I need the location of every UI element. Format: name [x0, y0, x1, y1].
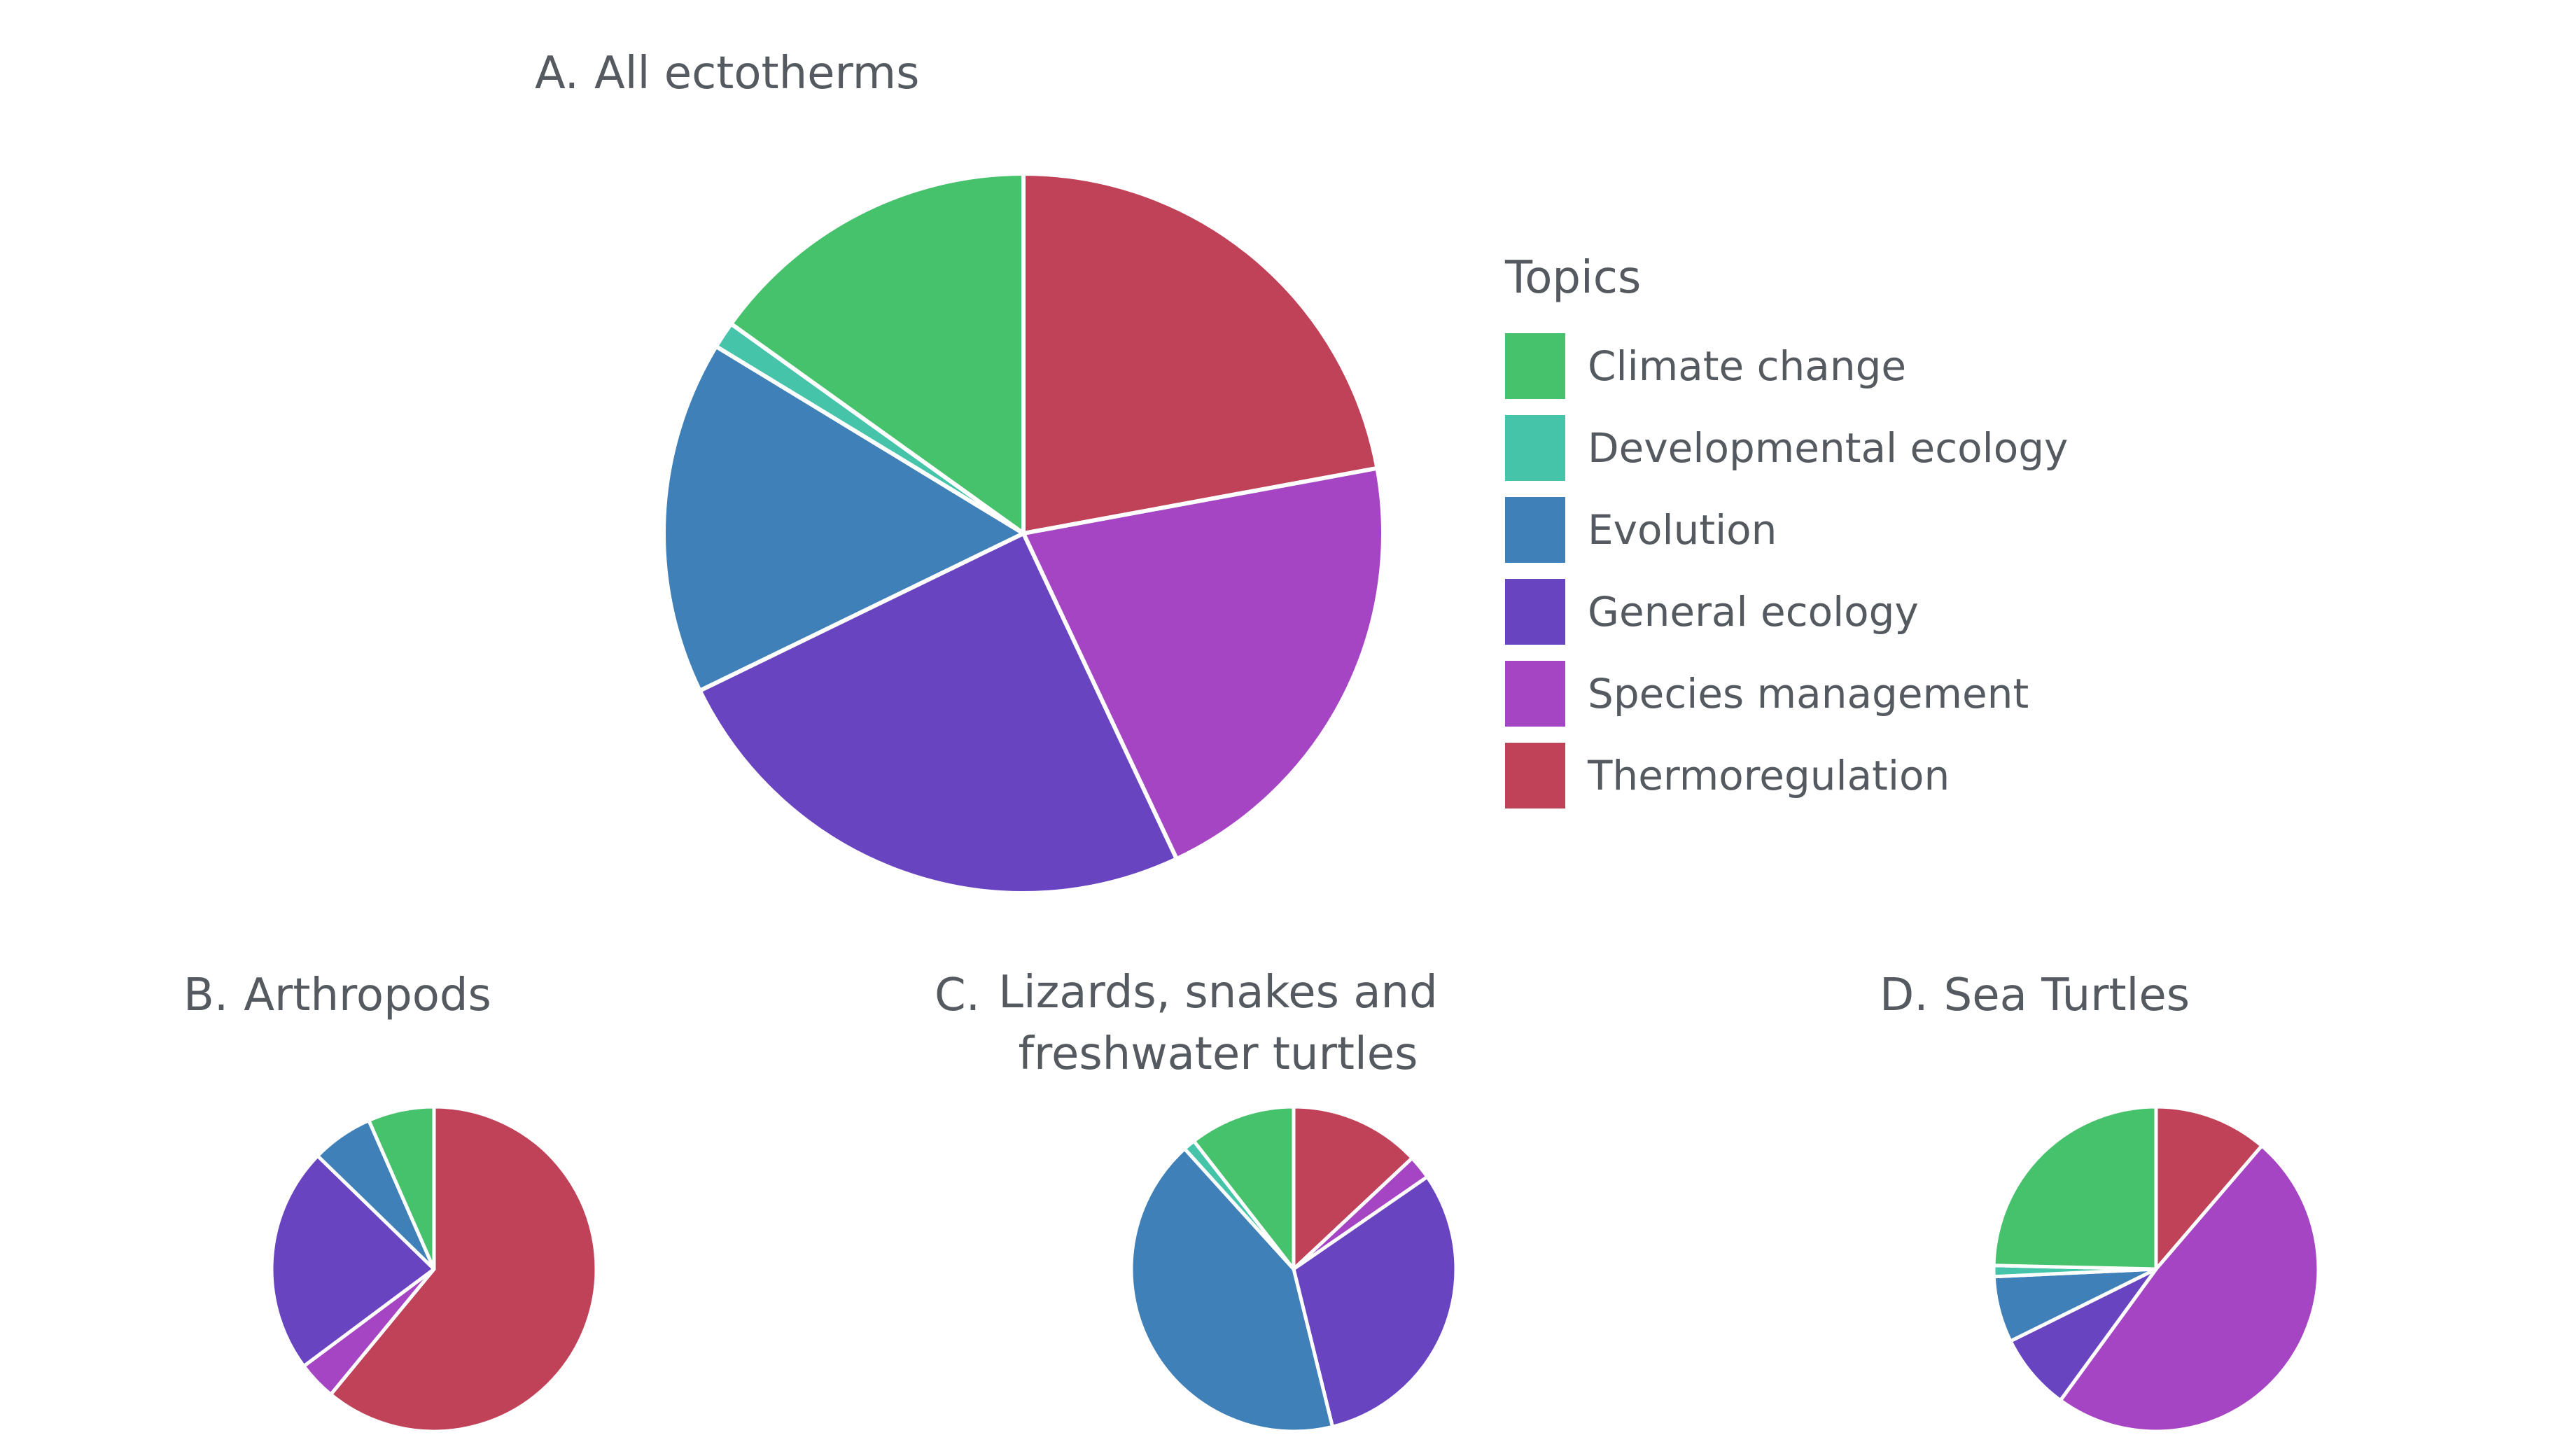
legend-swatch: [1505, 578, 1565, 645]
chart-a-prefix: A.: [535, 48, 579, 99]
pie-b: [270, 1105, 599, 1434]
legend-label: Species management: [1588, 669, 2029, 718]
legend-title: Topics: [1505, 252, 1642, 304]
legend-swatch: [1505, 496, 1565, 563]
legend-item: Thermoregulation: [1505, 734, 2068, 816]
pie-slice-thermoregulation: [2154, 1105, 2264, 1271]
chart-a-title: A. All ectotherms: [535, 48, 919, 99]
legend-item: Climate change: [1505, 325, 2068, 407]
chart-b-title-text: Arthropods: [244, 969, 491, 1021]
pie-slice-climate-change: [1992, 1105, 2158, 1271]
legend-item: General ecology: [1505, 570, 2068, 652]
legend-swatch: [1505, 660, 1565, 727]
legend-label: Developmental ecology: [1588, 424, 2069, 472]
pie-c: [1129, 1105, 1458, 1434]
pie-slice-evolution: [662, 344, 1026, 693]
legend-label: Evolution: [1588, 505, 1777, 554]
legend-label: Thermoregulation: [1588, 751, 1950, 799]
legend-swatch: [1505, 414, 1565, 481]
legend-items: Climate change Developmental ecology Evolu…: [1505, 325, 2068, 816]
pie-slice-thermoregulation: [1292, 1105, 1414, 1271]
pie-slice-evolution: [1129, 1147, 1335, 1434]
chart-d-prefix: D.: [1880, 969, 1929, 1021]
pie-d: [1992, 1105, 2321, 1434]
pie-slice-species-management: [1021, 465, 1385, 862]
pie-slice-climate-change: [367, 1105, 436, 1271]
chart-b-prefix: B.: [183, 969, 229, 1021]
chart-c-title-text: Lizards, snakes and freshwater turtles: [998, 967, 1438, 1080]
legend-item: Species management: [1505, 652, 2068, 734]
pie-slice-general-ecology: [1292, 1175, 1458, 1429]
chart-d-title-text: Sea Turtles: [1943, 969, 2190, 1021]
legend-swatch: [1505, 332, 1565, 399]
chart-d-title: D. Sea Turtles: [1880, 969, 2190, 1021]
pie-slice-thermoregulation: [1021, 172, 1380, 536]
pie-slice-thermoregulation: [329, 1105, 599, 1434]
pie-slice-general-ecology: [697, 531, 1179, 895]
chart-a-title-text: All ectotherms: [594, 48, 920, 99]
legend-item: Developmental ecology: [1505, 407, 2068, 489]
legend-item: Evolution: [1505, 489, 2068, 570]
pie-slice-climate-change: [1191, 1105, 1296, 1271]
legend: Topics Climate change Developmental ecolo…: [1505, 252, 2068, 816]
legend-label: Climate change: [1588, 342, 1907, 390]
legend-label: General ecology: [1588, 587, 1919, 636]
chart-c-prefix: C.: [935, 969, 981, 1021]
pie-a: [662, 172, 1385, 895]
chart-b-title: B. Arthropods: [183, 969, 491, 1021]
pie-slice-general-ecology: [270, 1154, 436, 1368]
legend-swatch: [1505, 742, 1565, 808]
pie-slice-climate-change: [729, 172, 1026, 536]
pie-slice-species-management: [2058, 1144, 2321, 1434]
